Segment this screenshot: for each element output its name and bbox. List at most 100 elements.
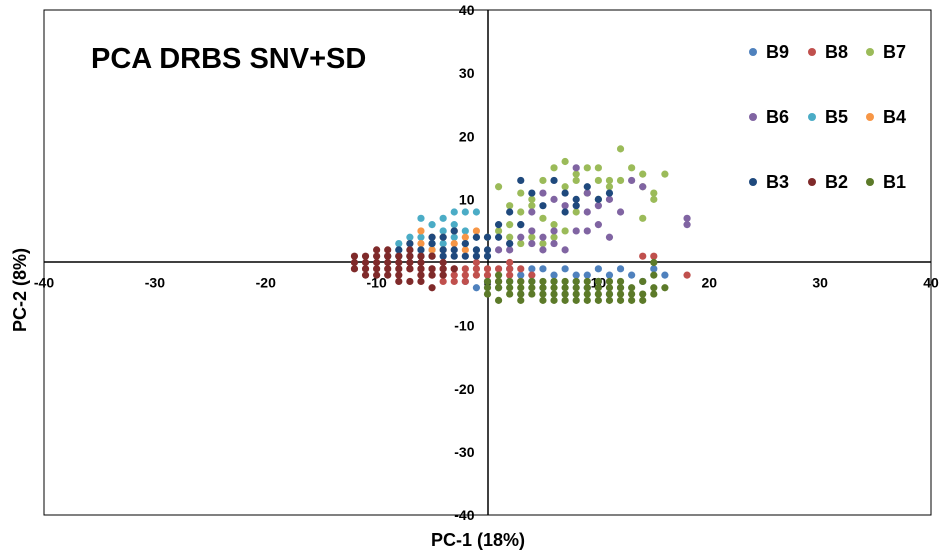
data-point-b3 [494, 233, 503, 241]
data-point-b7 [594, 164, 602, 172]
data-point-b7 [572, 170, 580, 178]
data-point-b2 [361, 271, 370, 279]
data-point-b3 [517, 221, 525, 229]
data-point-b2 [417, 265, 425, 273]
data-point-b8 [461, 271, 469, 279]
legend-label-b3: B3 [766, 172, 789, 192]
data-point-b3 [417, 246, 425, 254]
data-point-b6 [528, 227, 536, 235]
data-point-b6 [539, 233, 547, 241]
data-point-b6 [572, 227, 580, 235]
data-point-b7 [528, 202, 536, 210]
data-point-b2 [395, 252, 403, 260]
data-point-b1 [572, 284, 580, 292]
data-point-b5 [428, 221, 436, 229]
data-point-b3 [550, 176, 558, 185]
data-point-b3 [450, 227, 458, 235]
data-point-b7 [628, 164, 636, 172]
x-tick-label: 20 [701, 275, 717, 291]
y-axis-title: PC-2 (8%) [10, 248, 30, 332]
data-point-b9 [528, 265, 536, 273]
x-tick-label: -10 [367, 275, 387, 291]
data-point-b6 [572, 164, 580, 172]
data-point-b8 [506, 271, 514, 279]
data-point-b1 [550, 296, 558, 304]
data-point-b1 [483, 284, 492, 292]
data-point-b9 [594, 265, 602, 273]
data-point-b3 [406, 239, 414, 248]
data-point-b8 [506, 258, 514, 267]
data-point-b2 [384, 271, 392, 279]
data-point-b2 [450, 265, 458, 273]
data-point-b1 [572, 290, 580, 298]
data-point-b7 [583, 164, 591, 172]
data-point-b1 [494, 277, 503, 286]
data-point-b6 [583, 227, 591, 235]
data-point-b2 [395, 258, 403, 267]
data-point-b2 [384, 258, 392, 267]
data-point-b1 [561, 277, 569, 286]
data-point-b7 [539, 176, 547, 185]
data-point-b3 [561, 189, 569, 197]
data-point-b2 [373, 252, 381, 260]
data-point-b8 [494, 265, 503, 273]
data-point-b3 [439, 233, 447, 241]
data-point-b6 [550, 239, 558, 248]
legend-marker-b1 [866, 178, 874, 186]
x-tick-label: 40 [923, 275, 939, 291]
data-point-b3 [428, 239, 436, 248]
data-point-b7 [661, 170, 669, 178]
x-tick-label: -20 [256, 275, 276, 291]
data-point-b8 [483, 271, 492, 279]
data-point-b4 [472, 227, 481, 235]
data-point-b3 [439, 246, 447, 254]
data-point-b6 [594, 202, 602, 210]
data-point-b4 [461, 246, 469, 254]
data-point-b6 [683, 221, 691, 229]
data-points [350, 145, 691, 304]
data-point-b5 [450, 221, 458, 229]
data-point-b5 [450, 208, 458, 216]
data-point-b1 [616, 290, 625, 298]
data-point-b3 [572, 202, 580, 210]
data-point-b8 [483, 265, 492, 273]
data-point-b7 [517, 239, 525, 248]
data-point-b3 [494, 221, 503, 229]
data-point-b7 [506, 221, 514, 229]
data-point-b1 [539, 296, 547, 304]
data-point-b6 [494, 246, 503, 254]
data-point-b2 [428, 252, 436, 260]
data-point-b3 [461, 239, 469, 248]
data-point-b7 [550, 233, 558, 241]
data-point-b5 [439, 214, 447, 222]
y-axis-ticks: 40 30 20 10 -10 -20 -30 -40 [454, 2, 474, 523]
data-point-b8 [461, 277, 469, 286]
data-point-b8 [472, 258, 481, 267]
data-point-b3 [472, 233, 481, 241]
data-point-b7 [550, 221, 558, 229]
legend-marker-b8 [808, 48, 816, 56]
y-tick-label: 30 [459, 65, 475, 81]
data-point-b2 [428, 284, 436, 292]
data-point-b7 [517, 208, 525, 216]
data-point-b1 [506, 284, 514, 292]
y-tick-label: 20 [459, 128, 475, 144]
data-point-b6 [605, 233, 614, 241]
data-point-b6 [594, 221, 602, 229]
data-point-b5 [472, 208, 481, 216]
data-point-b7 [605, 183, 614, 191]
data-point-b1 [616, 277, 625, 286]
data-point-b2 [373, 271, 381, 279]
data-point-b7 [639, 170, 647, 178]
data-point-b3 [395, 246, 403, 254]
data-point-b1 [583, 290, 591, 298]
data-point-b5 [461, 227, 469, 235]
data-point-b1 [594, 290, 602, 298]
data-point-b2 [373, 265, 381, 273]
data-point-b2 [384, 246, 392, 254]
data-point-b6 [506, 246, 514, 254]
data-point-b8 [450, 271, 458, 279]
data-point-b6 [528, 239, 536, 248]
data-point-b2 [439, 265, 447, 273]
data-point-b1 [539, 290, 547, 298]
